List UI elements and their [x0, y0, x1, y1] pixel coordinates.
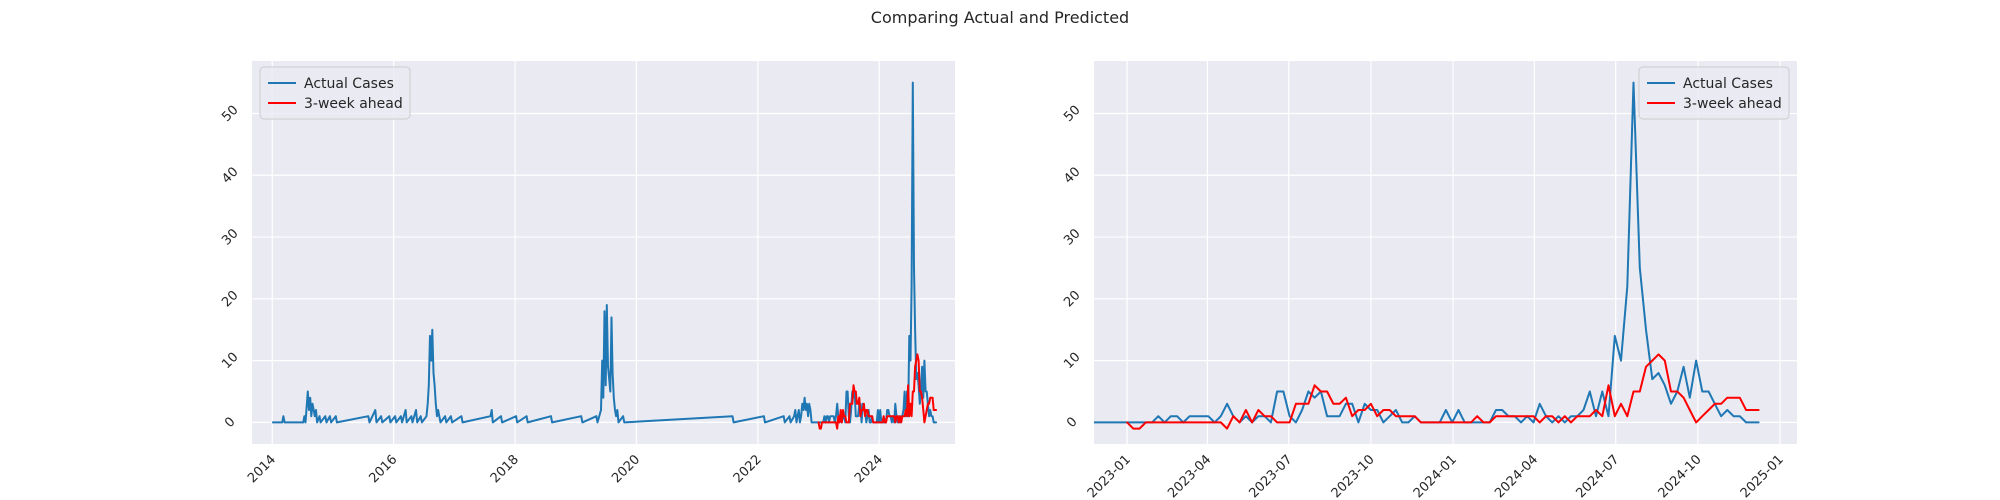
y-tick-label: 0: [1064, 415, 1080, 431]
x-tick-label: 2014: [245, 452, 279, 486]
y-tick-label: 40: [219, 164, 241, 186]
x-tick-label: 2024-01: [1411, 452, 1460, 500]
y-tick-label: 10: [219, 350, 241, 372]
y-tick-label: 20: [219, 288, 241, 310]
left-chart-panel: 0 10 20 30 40 50 2014 2016 2018 2020 2022 2024 Actua…: [219, 61, 955, 486]
series-line-actual-cases: [1094, 81, 1760, 424]
series-line-3-week-ahead: [817, 353, 938, 430]
legend-box: [259, 66, 411, 120]
x-tick-label: 2025-01: [1738, 452, 1787, 500]
series-group: [271, 81, 938, 430]
x-tick-label: 2018: [488, 452, 522, 486]
x-tick-label: 2016: [366, 452, 400, 486]
x-tick-label: 2020: [609, 452, 643, 486]
x-tick-label: 2023-04: [1165, 452, 1214, 500]
y-tick-label: 20: [1061, 288, 1083, 310]
series-line-3-week-ahead: [1126, 353, 1760, 430]
legend-box: [1638, 66, 1790, 120]
y-tick-label: 0: [222, 415, 238, 431]
legend-label: Actual Cases: [1683, 76, 1773, 92]
x-tick-label: 2023-01: [1085, 452, 1134, 500]
y-tick-label: 30: [1061, 226, 1083, 248]
y-tick-label: 50: [1061, 103, 1083, 125]
x-tick-label: 2022: [731, 452, 765, 486]
x-tick-label: 2023-10: [1329, 452, 1378, 500]
figure-title: Comparing Actual and Predicted: [870, 8, 1130, 27]
y-tick-label: 50: [219, 103, 241, 125]
legend: Actual Cases 3-week ahead: [1638, 66, 1790, 120]
x-tick-label: 2024-04: [1492, 452, 1541, 500]
series-group: [1094, 81, 1760, 430]
series-line-actual-cases: [271, 81, 938, 424]
y-tick-label: 40: [1061, 164, 1083, 186]
x-tick-label: 2023-07: [1247, 452, 1296, 500]
legend: Actual Cases 3-week ahead: [259, 66, 411, 120]
x-tick-label: 2024: [852, 452, 886, 486]
x-tick-label: 2024-07: [1573, 452, 1622, 500]
y-tick-label: 30: [219, 226, 241, 248]
legend-label: 3-week ahead: [1683, 96, 1782, 112]
x-tick-label: 2024-10: [1656, 452, 1705, 500]
legend-label: 3-week ahead: [304, 96, 403, 112]
legend-label: Actual Cases: [304, 76, 394, 92]
y-tick-label: 10: [1061, 350, 1083, 372]
